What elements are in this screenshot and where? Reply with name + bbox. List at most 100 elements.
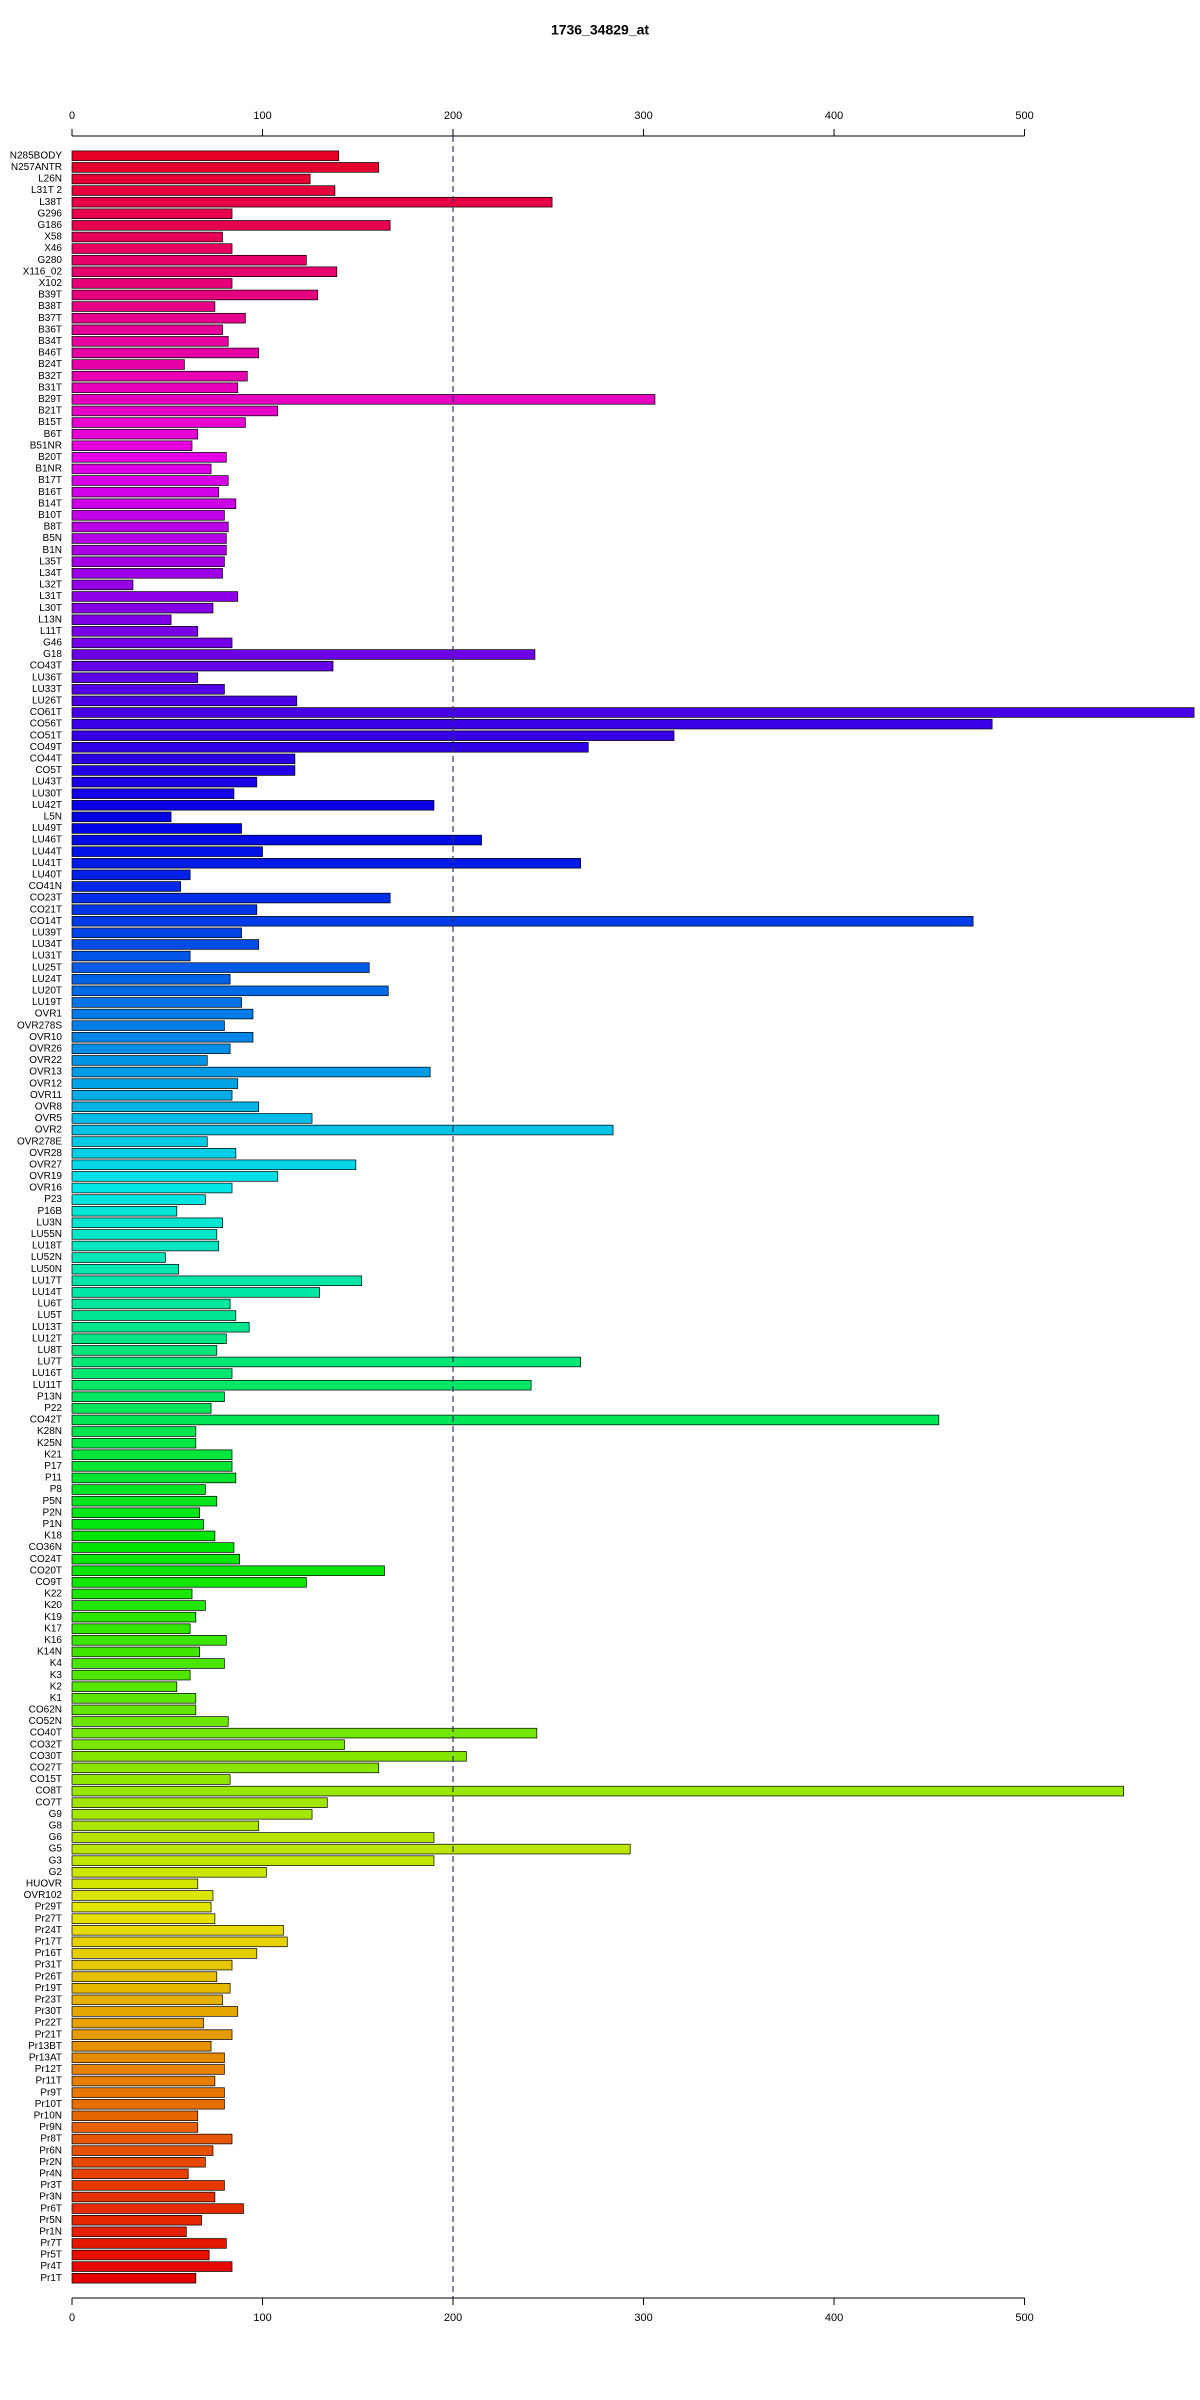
category-label: Pr6T — [40, 2203, 62, 2214]
bar — [71, 2099, 225, 2110]
bar — [71, 1809, 313, 1820]
category-label: LU16T — [32, 1368, 62, 1379]
bar — [71, 1635, 227, 1646]
bar — [71, 1623, 191, 1634]
bar — [71, 846, 263, 857]
category-label: Pr16T — [35, 1948, 62, 1959]
bar — [71, 1484, 206, 1495]
category-label: G3 — [49, 1855, 63, 1866]
x-tick-label: 0 — [69, 2312, 75, 2324]
bar — [71, 521, 229, 533]
category-label: CO44T — [30, 754, 62, 765]
category-label: Pr8T — [40, 2134, 62, 2145]
bar — [71, 162, 380, 173]
bar — [71, 1577, 307, 1588]
bar — [71, 1797, 328, 1808]
bar — [71, 637, 233, 649]
bar — [71, 2145, 214, 2156]
category-label: K2 — [50, 1681, 63, 1692]
bar — [71, 405, 279, 417]
category-label: B16T — [38, 487, 62, 498]
bar — [71, 1925, 284, 1936]
category-label: CO27T — [30, 1763, 62, 1774]
category-label: L32T — [39, 580, 62, 591]
category-label: HUOVR — [26, 1879, 62, 1890]
category-label: B37T — [38, 313, 62, 324]
bar — [71, 2075, 216, 2087]
x-tick-label: 500 — [1015, 2312, 1033, 2324]
category-label: LU8T — [38, 1345, 62, 1356]
x-tick-label: 500 — [1015, 110, 1033, 122]
category-label: LU39T — [32, 927, 62, 938]
bar — [71, 1356, 582, 1368]
bar — [71, 1901, 212, 1913]
category-label: Pr13AT — [29, 2052, 62, 2063]
category-label: K17 — [44, 1623, 62, 1634]
category-label: OVR1 — [35, 1009, 63, 1020]
x-tick-label: 300 — [634, 2312, 652, 2324]
category-label: P5N — [43, 1496, 62, 1507]
category-label: Pr3T — [40, 2180, 62, 2191]
bar — [71, 533, 227, 544]
bar — [71, 2249, 210, 2261]
bar — [71, 1843, 631, 1855]
bar — [71, 1124, 614, 1136]
bar — [71, 208, 233, 220]
category-label: Pr21T — [35, 2029, 62, 2040]
bar — [71, 1959, 233, 1971]
category-label: LU17T — [32, 1275, 62, 1286]
bar — [71, 1890, 214, 1901]
category-label: Pr12T — [35, 2064, 62, 2075]
category-label: CO62N — [29, 1705, 62, 1716]
bar — [71, 556, 225, 567]
bar — [71, 2168, 189, 2180]
category-label: LU55N — [31, 1229, 62, 1240]
category-label: Pr30T — [35, 2006, 62, 2017]
category-label: G6 — [49, 1832, 63, 1843]
bar — [71, 1913, 216, 1924]
category-label: B5N — [43, 533, 62, 544]
category-label: B17T — [38, 475, 62, 486]
category-label: N257ANTR — [11, 162, 62, 173]
bar — [71, 1600, 206, 1611]
category-label: B10T — [38, 510, 62, 521]
x-tick-label: 0 — [69, 110, 75, 122]
category-label: P8 — [50, 1484, 63, 1495]
bar — [71, 231, 223, 243]
category-label: K21 — [44, 1449, 62, 1460]
category-label: LU26T — [32, 696, 62, 707]
bar — [71, 579, 134, 591]
bar — [71, 2122, 199, 2133]
bar — [71, 1147, 237, 1159]
bar — [71, 718, 993, 730]
category-label: LU6T — [38, 1299, 62, 1310]
bar — [71, 2238, 227, 2249]
category-label: OVR28 — [29, 1148, 62, 1159]
category-label: B1NR — [35, 464, 62, 475]
bar — [71, 1716, 229, 1727]
bar — [71, 220, 391, 231]
bar — [71, 2006, 239, 2017]
bar — [71, 1379, 532, 1391]
bar — [71, 475, 229, 486]
bar — [71, 1855, 435, 1866]
category-label: L35T — [39, 556, 62, 567]
category-label: Pr24T — [35, 1925, 62, 1936]
category-label: P17 — [44, 1461, 62, 1472]
x-tick-label: 400 — [825, 2312, 843, 2324]
category-label: OVR11 — [30, 1090, 62, 1101]
category-label: L26N — [38, 174, 62, 185]
category-label: CO43T — [30, 661, 62, 672]
bar — [71, 1310, 237, 1321]
category-label: LU46T — [32, 835, 62, 846]
bar — [71, 1345, 218, 1356]
category-label: L13N — [38, 614, 62, 625]
category-label: Pr27T — [35, 1913, 62, 1924]
category-label: CO5T — [35, 765, 62, 776]
bar — [71, 2133, 233, 2145]
bar — [71, 1240, 220, 1252]
category-label: LU31T — [32, 951, 62, 962]
bar — [71, 753, 296, 765]
bar — [71, 1472, 237, 1484]
bar — [71, 1948, 258, 1959]
